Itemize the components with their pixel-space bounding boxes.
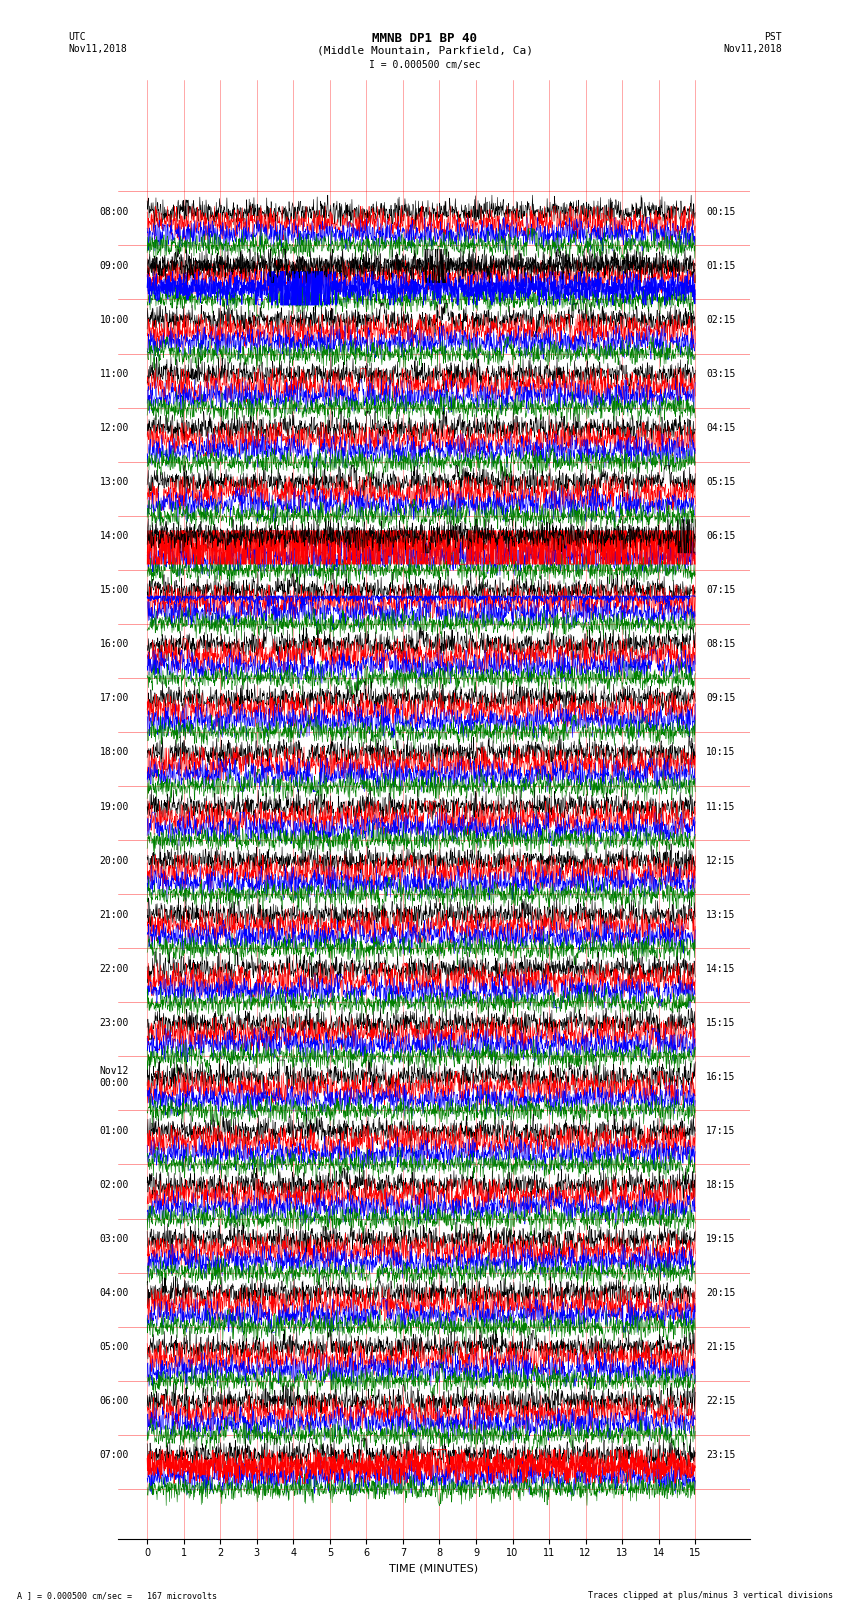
Text: Nov12
00:00: Nov12 00:00: [99, 1066, 129, 1087]
Text: 19:00: 19:00: [99, 802, 129, 811]
Text: UTC: UTC: [68, 32, 86, 42]
Text: 20:15: 20:15: [706, 1289, 735, 1298]
Text: 21:15: 21:15: [706, 1342, 735, 1352]
Text: 20:00: 20:00: [99, 855, 129, 866]
Text: 00:15: 00:15: [706, 206, 735, 216]
Text: 06:00: 06:00: [99, 1397, 129, 1407]
Text: 12:15: 12:15: [706, 855, 735, 866]
Text: 13:00: 13:00: [99, 477, 129, 487]
Text: A ] = 0.000500 cm/sec =   167 microvolts: A ] = 0.000500 cm/sec = 167 microvolts: [17, 1590, 217, 1600]
Text: 02:00: 02:00: [99, 1181, 129, 1190]
Text: 23:15: 23:15: [706, 1450, 735, 1460]
Text: 03:00: 03:00: [99, 1234, 129, 1244]
Text: 15:15: 15:15: [706, 1018, 735, 1027]
Text: 03:15: 03:15: [706, 369, 735, 379]
Text: 04:15: 04:15: [706, 423, 735, 434]
Text: 14:15: 14:15: [706, 963, 735, 974]
Text: 22:00: 22:00: [99, 963, 129, 974]
Text: 18:00: 18:00: [99, 747, 129, 758]
Text: (Middle Mountain, Parkfield, Ca): (Middle Mountain, Parkfield, Ca): [317, 45, 533, 55]
Text: 04:00: 04:00: [99, 1289, 129, 1298]
X-axis label: TIME (MINUTES): TIME (MINUTES): [389, 1565, 479, 1574]
Text: 05:00: 05:00: [99, 1342, 129, 1352]
Text: 01:00: 01:00: [99, 1126, 129, 1136]
Text: 18:15: 18:15: [706, 1181, 735, 1190]
Text: MMNB DP1 BP 40: MMNB DP1 BP 40: [372, 32, 478, 45]
Text: 09:15: 09:15: [706, 694, 735, 703]
Text: 22:15: 22:15: [706, 1397, 735, 1407]
Text: 21:00: 21:00: [99, 910, 129, 919]
Text: 11:15: 11:15: [706, 802, 735, 811]
Text: 16:15: 16:15: [706, 1073, 735, 1082]
Text: 17:15: 17:15: [706, 1126, 735, 1136]
Text: Nov11,2018: Nov11,2018: [68, 44, 127, 53]
Text: 14:00: 14:00: [99, 531, 129, 542]
Text: 15:00: 15:00: [99, 586, 129, 595]
Text: 17:00: 17:00: [99, 694, 129, 703]
Text: 08:00: 08:00: [99, 206, 129, 216]
Text: 05:15: 05:15: [706, 477, 735, 487]
Text: Nov11,2018: Nov11,2018: [723, 44, 782, 53]
Text: 07:00: 07:00: [99, 1450, 129, 1460]
Text: 02:15: 02:15: [706, 315, 735, 324]
Text: 07:15: 07:15: [706, 586, 735, 595]
Text: 10:15: 10:15: [706, 747, 735, 758]
Text: 11:00: 11:00: [99, 369, 129, 379]
Text: 23:00: 23:00: [99, 1018, 129, 1027]
Text: 12:00: 12:00: [99, 423, 129, 434]
Text: PST: PST: [764, 32, 782, 42]
Text: 08:15: 08:15: [706, 639, 735, 650]
Text: I = 0.000500 cm/sec: I = 0.000500 cm/sec: [369, 60, 481, 69]
Text: 16:00: 16:00: [99, 639, 129, 650]
Text: 06:15: 06:15: [706, 531, 735, 542]
Text: 10:00: 10:00: [99, 315, 129, 324]
Text: 01:15: 01:15: [706, 261, 735, 271]
Text: Traces clipped at plus/minus 3 vertical divisions: Traces clipped at plus/minus 3 vertical …: [588, 1590, 833, 1600]
Text: 09:00: 09:00: [99, 261, 129, 271]
Text: 13:15: 13:15: [706, 910, 735, 919]
Text: 19:15: 19:15: [706, 1234, 735, 1244]
